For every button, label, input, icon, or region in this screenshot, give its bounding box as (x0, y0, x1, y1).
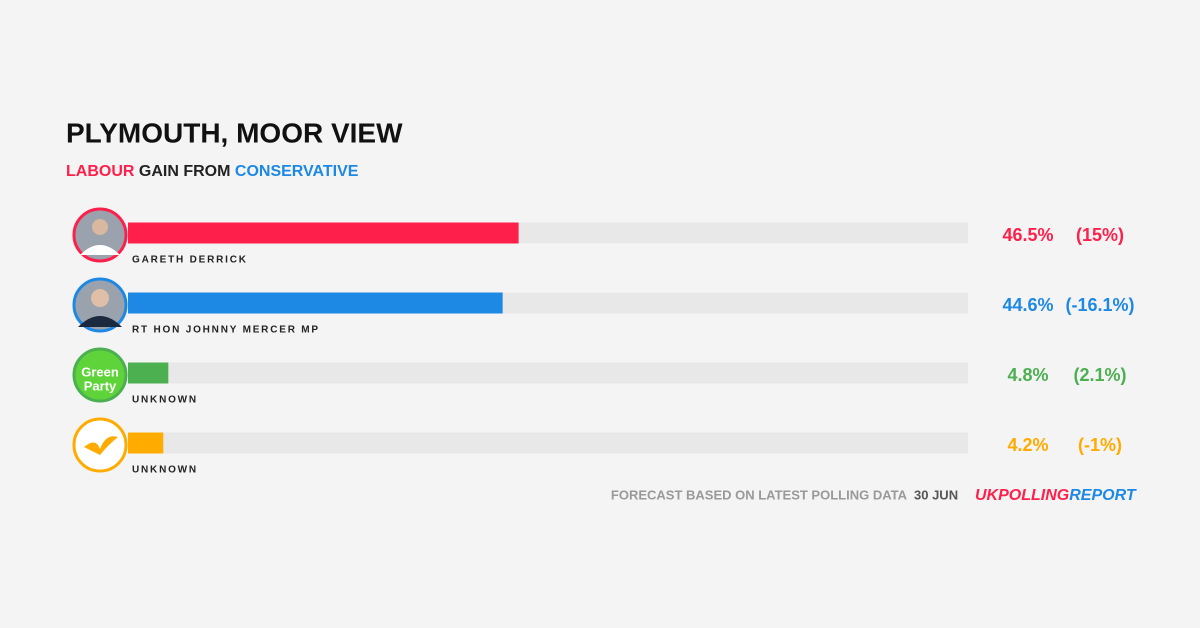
change-label: (2.1%) (1073, 365, 1126, 385)
logo-bird (84, 436, 118, 455)
value-label: 4.8% (1007, 365, 1048, 385)
brand-uk: UK (975, 487, 1000, 504)
candidate-name: UNKNOWN (132, 395, 198, 406)
loser: CONSERVATIVE (235, 163, 359, 180)
avatar-body (78, 316, 122, 327)
bar-track (128, 432, 968, 454)
avatar-head (92, 219, 108, 235)
bar (128, 432, 164, 454)
value-label: 4.2% (1007, 435, 1048, 455)
candidate-name: GARETH DERRICK (132, 255, 248, 266)
footer-note: FORECAST BASED ON LATEST POLLING DATA (611, 487, 908, 502)
avatar-head (91, 289, 109, 307)
subtitle-middle: GAIN FROM (139, 163, 231, 180)
logo-text: Green (81, 364, 119, 379)
subtitle: LABOUR GAIN FROM CONSERVATIVE (66, 163, 359, 180)
bar-track (128, 362, 968, 384)
change-label: (-1%) (1078, 435, 1122, 455)
candidate-name: RT HON JOHNNY MERCER MP (132, 325, 320, 336)
brand: UKPOLLINGREPORT (975, 487, 1137, 504)
avatar (72, 417, 128, 473)
candidate-name: UNKNOWN (132, 465, 198, 476)
brand-polling: POLLING (998, 487, 1069, 504)
bar (128, 292, 503, 314)
change-label: (-16.1%) (1065, 295, 1134, 315)
chart-title: PLYMOUTH, MOOR VIEW (66, 117, 403, 148)
avatar-body (80, 245, 120, 255)
value-label: 44.6% (1002, 295, 1053, 315)
change-label: (15%) (1076, 225, 1124, 245)
bar (128, 222, 519, 244)
winner: LABOUR (66, 163, 135, 180)
logo-text: Party (84, 378, 117, 393)
value-label: 46.5% (1002, 225, 1053, 245)
brand-report: REPORT (1069, 487, 1137, 504)
footer-date: 30 JUN (914, 487, 958, 502)
bar (128, 362, 169, 384)
avatar (72, 347, 128, 403)
